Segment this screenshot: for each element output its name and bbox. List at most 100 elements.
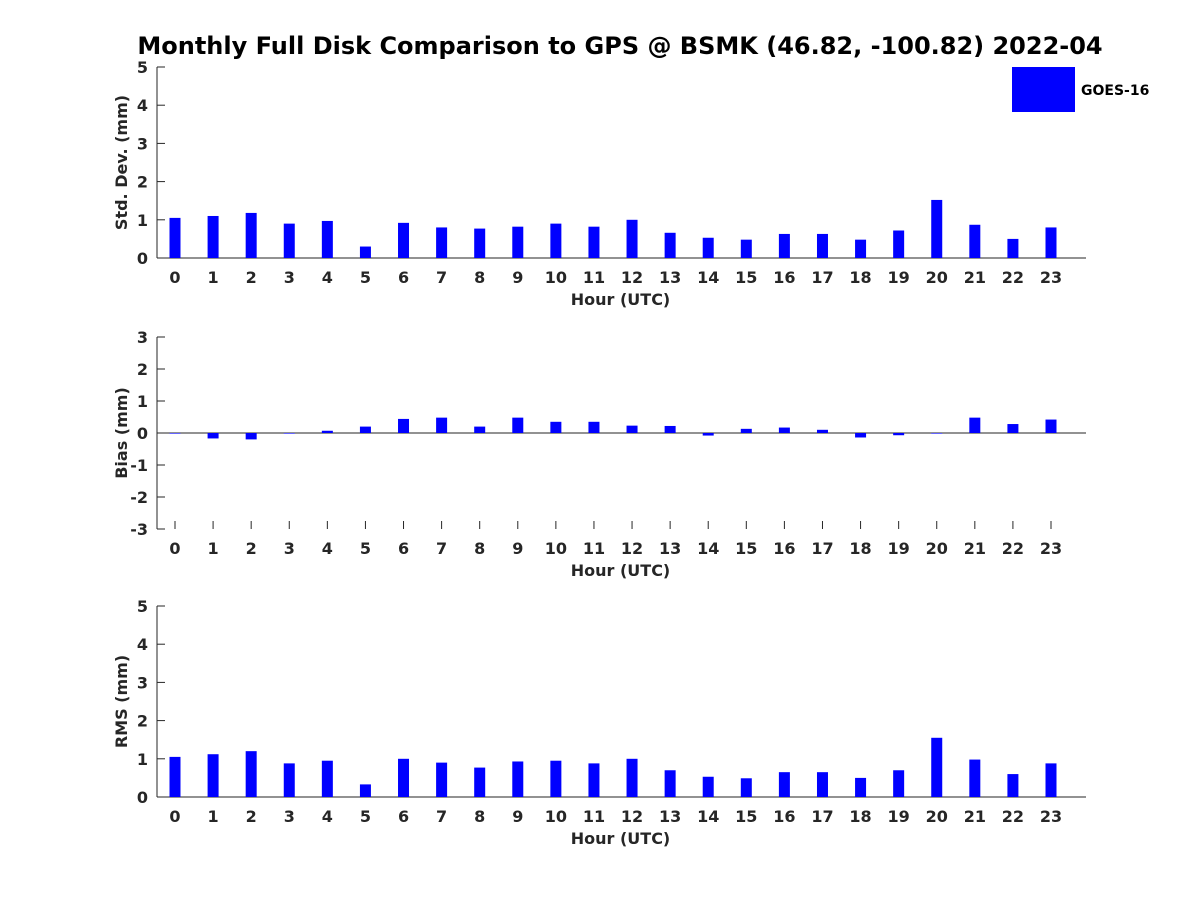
bar-hour-17 bbox=[816, 233, 828, 258]
x-tick-label: 10 bbox=[545, 807, 567, 826]
y-tick-label: 3 bbox=[137, 134, 148, 153]
bar-hour-18 bbox=[855, 777, 867, 797]
x-tick-label: 15 bbox=[735, 807, 757, 826]
bar-hour-12 bbox=[626, 425, 638, 433]
bar-hour-0 bbox=[169, 217, 181, 258]
x-tick-label: 18 bbox=[849, 268, 871, 287]
bar-hour-4 bbox=[321, 760, 333, 797]
bar-hour-1 bbox=[207, 754, 219, 797]
x-tick-label: 22 bbox=[1002, 539, 1024, 558]
x-tick-label: 14 bbox=[697, 807, 719, 826]
x-tick-label: 8 bbox=[474, 539, 485, 558]
y-tick-label: -2 bbox=[130, 488, 148, 507]
x-tick-label: 10 bbox=[545, 268, 567, 287]
bar-hour-20 bbox=[931, 199, 943, 258]
x-tick-label: 9 bbox=[512, 807, 523, 826]
x-tick-label: 6 bbox=[398, 539, 409, 558]
x-tick-label: 14 bbox=[697, 268, 719, 287]
x-tick-label: 16 bbox=[773, 807, 795, 826]
bar-hour-12 bbox=[626, 758, 638, 797]
x-tick-label: 20 bbox=[926, 539, 948, 558]
y-tick-label: 2 bbox=[137, 712, 148, 731]
x-tick-label: 11 bbox=[583, 268, 605, 287]
x-tick-label: 10 bbox=[545, 539, 567, 558]
bar-hour-11 bbox=[588, 763, 600, 797]
x-tick-label: 19 bbox=[888, 807, 910, 826]
x-tick-label: 18 bbox=[849, 807, 871, 826]
bar-hour-2 bbox=[245, 212, 257, 258]
legend: GOES-16 bbox=[1012, 67, 1149, 112]
x-tick-label: 23 bbox=[1040, 268, 1062, 287]
bar-hour-1 bbox=[207, 433, 219, 439]
bar-hour-7 bbox=[436, 417, 448, 433]
x-tick-label: 3 bbox=[284, 539, 295, 558]
bar-hour-19 bbox=[893, 433, 905, 436]
bar-hour-8 bbox=[474, 426, 486, 433]
x-tick-label: 21 bbox=[964, 807, 986, 826]
bar-hour-5 bbox=[359, 246, 371, 258]
bar-hour-0 bbox=[169, 756, 181, 797]
bar-hour-0 bbox=[169, 433, 181, 434]
bar-hour-15 bbox=[740, 428, 752, 433]
bar-hour-22 bbox=[1007, 424, 1019, 433]
x-tick-label: 20 bbox=[926, 268, 948, 287]
y-tick-label: 5 bbox=[137, 597, 148, 616]
x-tick-label: 4 bbox=[322, 539, 333, 558]
x-tick-label: 16 bbox=[773, 268, 795, 287]
x-tick-label: 15 bbox=[735, 268, 757, 287]
x-tick-label: 2 bbox=[246, 539, 257, 558]
bar-hour-17 bbox=[816, 429, 828, 433]
y-tick-label: 0 bbox=[137, 788, 148, 807]
x-tick-label: 22 bbox=[1002, 807, 1024, 826]
bar-hour-14 bbox=[702, 776, 714, 797]
bar-hour-23 bbox=[1045, 763, 1057, 797]
bar-hour-7 bbox=[436, 227, 448, 258]
x-tick-label: 6 bbox=[398, 807, 409, 826]
bar-hour-23 bbox=[1045, 227, 1057, 258]
x-tick-label: 17 bbox=[811, 268, 833, 287]
y-tick-label: 3 bbox=[137, 328, 148, 347]
bar-hour-16 bbox=[778, 427, 790, 433]
bar-hour-22 bbox=[1007, 774, 1019, 797]
x-axis-title: Hour (UTC) bbox=[571, 290, 671, 309]
bar-hour-13 bbox=[664, 425, 676, 433]
bar-hour-5 bbox=[359, 784, 371, 797]
bar-hour-3 bbox=[283, 433, 295, 434]
x-tick-label: 5 bbox=[360, 539, 371, 558]
x-tick-label: 11 bbox=[583, 539, 605, 558]
y-axis-title: Bias (mm) bbox=[112, 387, 131, 479]
y-axis-title: RMS (mm) bbox=[112, 655, 131, 748]
bar-hour-6 bbox=[398, 222, 410, 258]
bar-hour-17 bbox=[816, 772, 828, 797]
x-tick-label: 13 bbox=[659, 268, 681, 287]
bar-hour-3 bbox=[283, 763, 295, 797]
x-tick-label: 4 bbox=[322, 807, 333, 826]
x-tick-label: 17 bbox=[811, 539, 833, 558]
y-tick-label: -1 bbox=[130, 456, 148, 475]
x-tick-label: 18 bbox=[849, 539, 871, 558]
x-tick-label: 13 bbox=[659, 807, 681, 826]
x-tick-label: 8 bbox=[474, 268, 485, 287]
x-tick-label: 3 bbox=[284, 268, 295, 287]
x-tick-label: 2 bbox=[246, 807, 257, 826]
bar-hour-18 bbox=[855, 433, 867, 438]
y-tick-label: 0 bbox=[137, 249, 148, 268]
y-tick-label: 5 bbox=[137, 58, 148, 77]
x-tick-label: 23 bbox=[1040, 539, 1062, 558]
bar-hour-16 bbox=[778, 772, 790, 797]
bar-hour-10 bbox=[550, 760, 562, 797]
x-tick-label: 12 bbox=[621, 268, 643, 287]
x-tick-label: 3 bbox=[284, 807, 295, 826]
x-axis-title: Hour (UTC) bbox=[571, 561, 671, 580]
bar-hour-6 bbox=[398, 758, 410, 797]
legend-label-goes-16: GOES-16 bbox=[1081, 83, 1149, 99]
x-tick-label: 21 bbox=[964, 268, 986, 287]
x-tick-label: 17 bbox=[811, 807, 833, 826]
bar-hour-11 bbox=[588, 226, 600, 258]
bar-hour-18 bbox=[855, 239, 867, 258]
bar-hour-14 bbox=[702, 433, 714, 436]
x-tick-label: 2 bbox=[246, 268, 257, 287]
y-tick-label: 0 bbox=[137, 424, 148, 443]
